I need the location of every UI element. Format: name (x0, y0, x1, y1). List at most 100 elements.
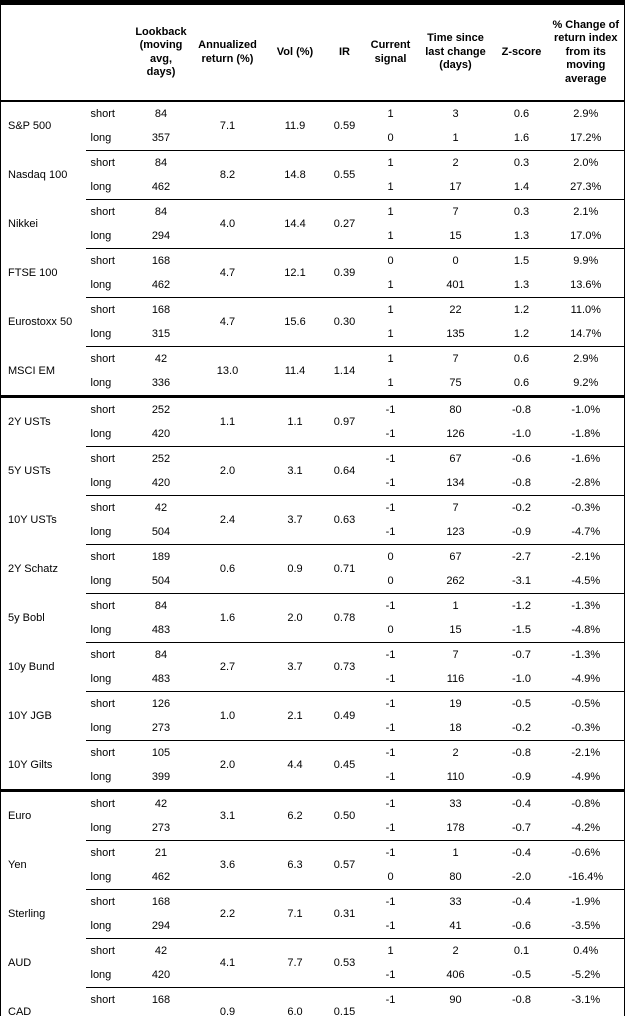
signal-value: -1 (365, 987, 416, 1012)
leg-label: short (85, 840, 134, 865)
lookback-value: 504 (151, 575, 171, 587)
zscore-value: 1.2 (495, 297, 548, 322)
days-since-change-value: 1 (452, 132, 459, 144)
asset-name-cell: 10Y JGB (8, 710, 52, 722)
col-header-signal: Current signal (365, 2, 416, 102)
signal-value: -1 (385, 673, 396, 685)
asset-name-cell: 2Y Schatz (8, 563, 58, 575)
days-since-change-value: 135 (446, 328, 465, 340)
pct-change-value: -1.3% (547, 593, 625, 618)
signal-value: 0 (365, 248, 416, 273)
vol-value: 3.7 (266, 495, 324, 545)
annualized-return-value: 0.9 (188, 987, 267, 1016)
zscore-value: -0.9 (512, 526, 531, 538)
leg-label: long (90, 377, 112, 389)
days-since-change-value: 2 (415, 740, 496, 765)
table-row-long: long 294 -1 41 -0.6 -3.5% (1, 914, 625, 939)
asset-name-cell: 2Y USTs (0, 395, 86, 447)
table-row-short: Eurostoxx 50 short 168 4.7 15.6 0.30 1 22 1.2 11.… (1, 297, 625, 347)
leg-label: long (90, 181, 112, 193)
lookback-value: 168 (133, 248, 189, 273)
signal-value: -1 (365, 789, 416, 816)
ir-value: 0.64 (323, 446, 366, 496)
signal-value: 1 (387, 230, 394, 242)
leg-label: long (90, 673, 112, 685)
pct-change-value: 9.9% (547, 248, 625, 273)
zscore-value: 0.3 (495, 150, 548, 175)
signal-value: 0 (387, 132, 394, 144)
pct-change-value: -4.5% (571, 575, 601, 587)
table-row-short: Nasdaq 100 short 84 8.2 14.8 0.55 1 2 0.3 2.0% (1, 150, 625, 200)
zscore-value: 1.2 (513, 328, 530, 340)
annualized-return-value: 2.2 (188, 889, 267, 939)
lookback-value: 336 (151, 377, 171, 389)
annualized-return-value: 7.1 (219, 120, 236, 132)
pct-change-value: -1.9% (547, 889, 625, 914)
days-since-change-value: 75 (449, 377, 462, 389)
zscore-value: -0.2 (495, 495, 548, 520)
asset-name-cell: 5Y USTs (8, 465, 51, 477)
table-row-short: MSCI EM short 42 13.0 11.4 1.14 1 7 0.6 2.9% (1, 346, 625, 397)
pct-change-value: -0.6% (547, 840, 625, 865)
days-since-change-value: 15 (449, 624, 462, 636)
lookback-value: 294 (151, 920, 171, 932)
asset-name-cell: FTSE 100 (8, 267, 58, 279)
table-row-long: long 399 -1 110 -0.9 -4.9% (1, 765, 625, 791)
zscore-value: 1.6 (513, 132, 530, 144)
lookback-value: 84 (133, 593, 189, 618)
zscore-value: 0.3 (495, 199, 548, 224)
lookback-value: 504 (151, 526, 171, 538)
pct-change-value: -4.9% (571, 673, 601, 685)
zscore-value: 0.6 (513, 377, 530, 389)
days-since-change-value: 7 (415, 642, 496, 667)
ir-value: 0.49 (323, 691, 366, 741)
signal-value: 0 (387, 575, 394, 587)
table-row-short: 5Y USTs short 252 2.0 3.1 0.64 -1 67 -0.6 -1.6% (1, 446, 625, 496)
signal-value: 1 (365, 346, 416, 371)
table-row-long: long 273 -1 18 -0.2 -0.3% (1, 716, 625, 741)
annualized-return-value: 2.0 (188, 446, 267, 496)
table-row-short: 10Y Gilts short 105 2.0 4.4 0.45 -1 2 -0.8 -2.1% (1, 740, 625, 791)
signal-value: -1 (365, 840, 416, 865)
days-since-change-value: 80 (415, 395, 496, 422)
pct-change-value: -0.8% (547, 789, 625, 816)
leg-label: long (90, 969, 112, 981)
table-row-long: long 504 -1 123 -0.9 -4.7% (1, 520, 625, 545)
zscore-value: -1.1 (496, 1012, 548, 1016)
annualized-return-value: 2.0 (188, 740, 267, 791)
table-row-short: 10y Bund short 84 2.7 3.7 0.73 -1 7 -0.7 -1.3% (1, 642, 625, 692)
leg-label: short (85, 740, 134, 765)
signal-value: -1 (365, 495, 416, 520)
leg-label: short (85, 789, 134, 816)
days-since-change-value: 123 (446, 526, 465, 538)
ir-value: 0.97 (323, 395, 366, 447)
table-body: S&P 500 short 84 7.1 11.9 0.59 1 3 0.6 2.9% long 35… (0, 101, 625, 1016)
annualized-return-value: 1.0 (188, 691, 267, 741)
lookback-value: 168 (133, 987, 189, 1012)
lookback-value: 84 (133, 150, 189, 175)
signal-value: 1 (387, 328, 394, 340)
zscore-value: -0.7 (495, 642, 548, 667)
ir-value: 0.55 (323, 150, 366, 200)
table-header: Lookback (moving avg, days) Annualized r… (0, 2, 625, 102)
annualized-return-value: 8.2 (188, 150, 267, 200)
table-row-long: long 420 -1 134 -0.8 -2.8% (1, 471, 625, 496)
pct-change-value: 13.6% (570, 279, 602, 291)
asset-name-cell: Eurostoxx 50 (8, 316, 73, 328)
zscore-value: 1.5 (495, 248, 548, 273)
pct-change-value: 11.0% (547, 297, 625, 322)
leg-label: long (90, 624, 112, 636)
lookback-value: 399 (151, 771, 171, 783)
vol-value: 4.4 (266, 740, 324, 791)
table-row-long: long 420 -1 406 -0.5 -5.2% (1, 963, 625, 988)
table-row-long: long 483 -1 116 -1.0 -4.9% (1, 667, 625, 692)
zscore-value: -1.0 (512, 673, 531, 685)
vol-value: 7.1 (266, 889, 324, 939)
pct-change-value: -1.3% (547, 642, 625, 667)
leg-label: long (90, 920, 112, 932)
table-row-long: long 294 1 15 1.3 17.0% (1, 224, 625, 249)
leg-label: short (90, 108, 115, 120)
leg-label: short (85, 987, 134, 1012)
signal-value: 1 (365, 199, 416, 224)
days-since-change-value: 7 (415, 199, 496, 224)
